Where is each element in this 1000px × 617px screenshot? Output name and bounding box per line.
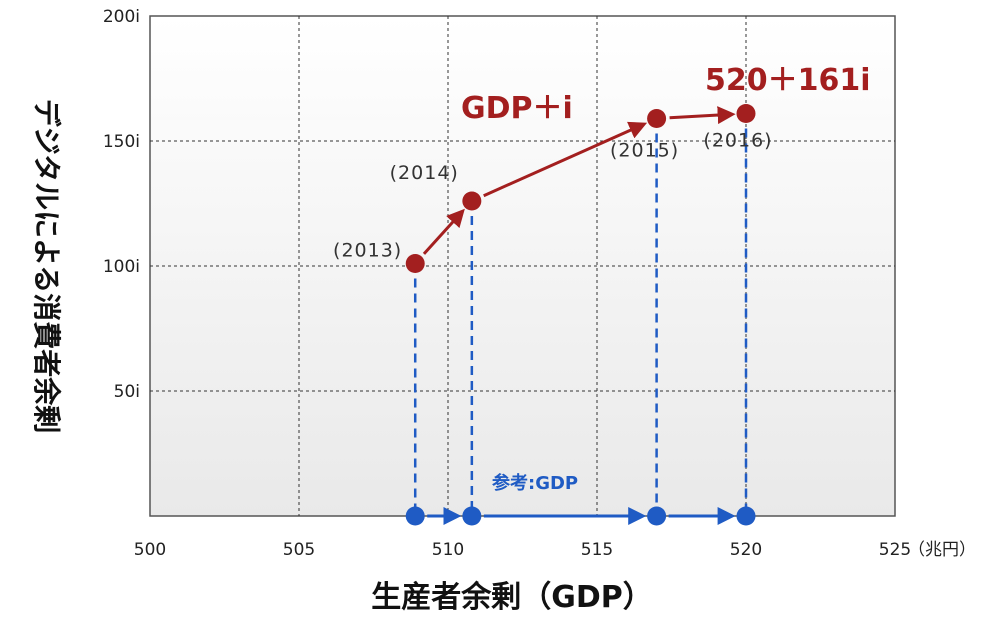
- x-tick-label: 510: [432, 540, 464, 560]
- year-label: (2015): [610, 140, 679, 162]
- gdp-point: [736, 506, 756, 526]
- x-axis-title: 生産者余剰（GDP）: [371, 580, 653, 615]
- x-tick-label: 515: [581, 540, 613, 560]
- y-tick-label: 100i: [103, 257, 140, 277]
- gdp-point: [647, 506, 667, 526]
- y-axis-title: デジタルによる消費者余剰: [30, 99, 63, 434]
- gdp-plus-i-point: [462, 191, 482, 211]
- gdp-point: [405, 506, 425, 526]
- annotation-final-value: 520＋161i: [705, 63, 871, 98]
- gdp-plus-i-point: [647, 109, 667, 128]
- gdp-reference-series: [405, 113, 756, 526]
- year-label: (2014): [390, 162, 459, 184]
- x-tick-label: 520: [730, 540, 762, 560]
- y-tick-label: 50i: [114, 382, 140, 402]
- gdp-plus-i-point: [736, 104, 756, 123]
- year-label: (2013): [333, 240, 402, 262]
- annotation-reference-gdp: 参考:GDP: [492, 472, 578, 494]
- gdp-plus-i-arrow: [669, 106, 736, 125]
- gdp-point: [462, 506, 482, 526]
- annotation-gdp-plus-i: GDP＋i: [461, 91, 573, 126]
- x-unit-label: （兆円）: [908, 540, 976, 560]
- x-tick-label: 505: [283, 540, 315, 560]
- x-tick-label: 525: [879, 540, 911, 560]
- gdp-plus-i-point: [405, 254, 425, 273]
- y-tick-label: 200i: [103, 7, 140, 27]
- y-tick-label: 150i: [103, 132, 140, 152]
- gdp-plus-i-arrow: [422, 208, 465, 255]
- tick-labels: 500 505 510 515 520 525 50i 100i 150i 200i: [103, 7, 911, 560]
- x-tick-label: 500: [134, 540, 166, 560]
- year-label: (2016): [703, 130, 772, 152]
- gdp-plus-i-series: (2013) (2014) (2015) (2016): [333, 104, 772, 273]
- gdp-plus-i-arrow: [483, 121, 648, 198]
